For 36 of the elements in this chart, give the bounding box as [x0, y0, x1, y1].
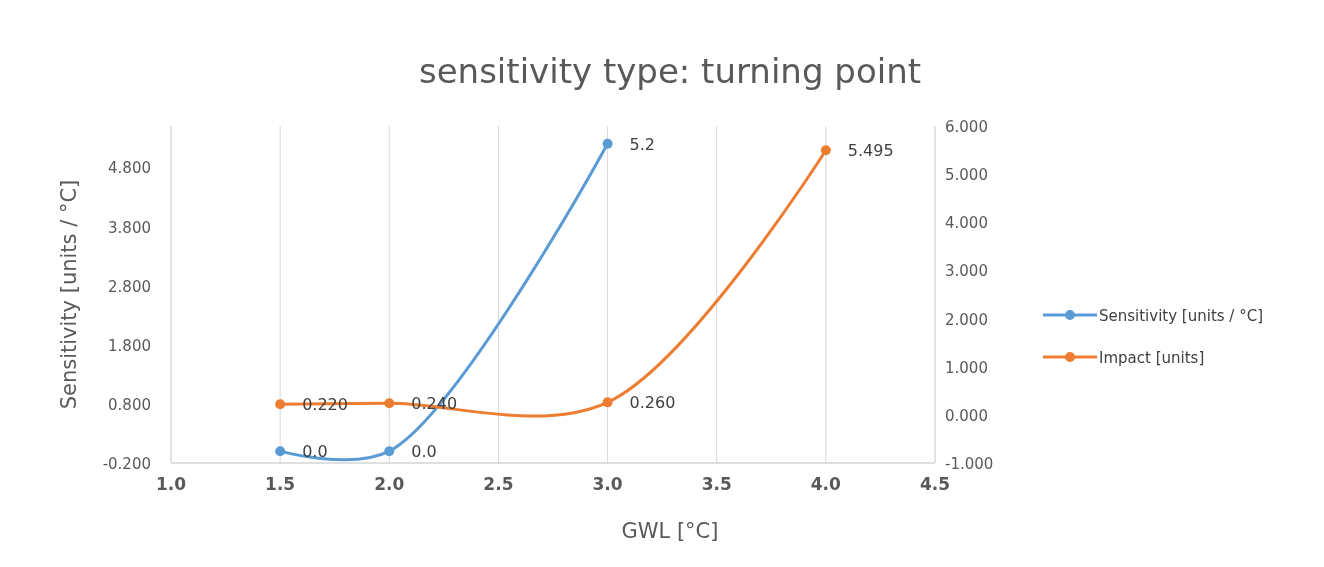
x-tick-label: 2.0 — [374, 474, 405, 494]
data-label: 5.495 — [847, 141, 894, 161]
y-tick-label: 2.800 — [108, 277, 151, 296]
y2-tick-label: 4.000 — [945, 214, 988, 233]
legend-label: Sensitivity [units / °C] — [1099, 307, 1264, 325]
x-tick-label: 4.0 — [810, 474, 842, 494]
y-tick-label: 3.800 — [108, 218, 151, 237]
y-tick-label: 4.800 — [108, 159, 151, 178]
legend-label: Impact [units] — [1099, 349, 1205, 367]
point — [820, 145, 831, 156]
data-label: 5.2 — [629, 134, 656, 154]
x-tick-label: 1.0 — [155, 474, 187, 494]
y-tick-label: 1.800 — [108, 336, 151, 355]
data-label: 0.0 — [411, 442, 437, 462]
y-tick-label: 0.800 — [108, 395, 151, 414]
y2-tick-label: 6.000 — [945, 118, 988, 136]
data-label: 0.0 — [302, 442, 328, 462]
y2-tick-label: -1.000 — [945, 455, 994, 473]
y2-tick-label: 0.000 — [945, 406, 988, 425]
y2-tick-label: 5.000 — [945, 166, 988, 185]
point — [384, 398, 395, 409]
x-tick-label: 2.5 — [483, 474, 514, 494]
y-tick-label: -0.200 — [102, 455, 151, 473]
data-label: 0.260 — [629, 393, 676, 413]
y2-tick-label: 2.000 — [945, 310, 988, 329]
x-tick-label: 3.5 — [701, 474, 732, 494]
y2-tick-label: 3.000 — [945, 262, 988, 281]
chart-title: sensitivity type: turning point — [418, 51, 922, 91]
x-axis-title: GWL [°C] — [621, 519, 719, 543]
y-axis-title: Sensitivity [units / °C] — [57, 179, 81, 410]
x-tick-label: 3.0 — [592, 474, 623, 494]
y2-tick-label: 1.000 — [945, 358, 988, 377]
x-tick-label: 1.5 — [265, 474, 296, 494]
point — [275, 399, 286, 410]
point — [602, 397, 613, 408]
x-tick-label: 4.5 — [919, 474, 951, 494]
